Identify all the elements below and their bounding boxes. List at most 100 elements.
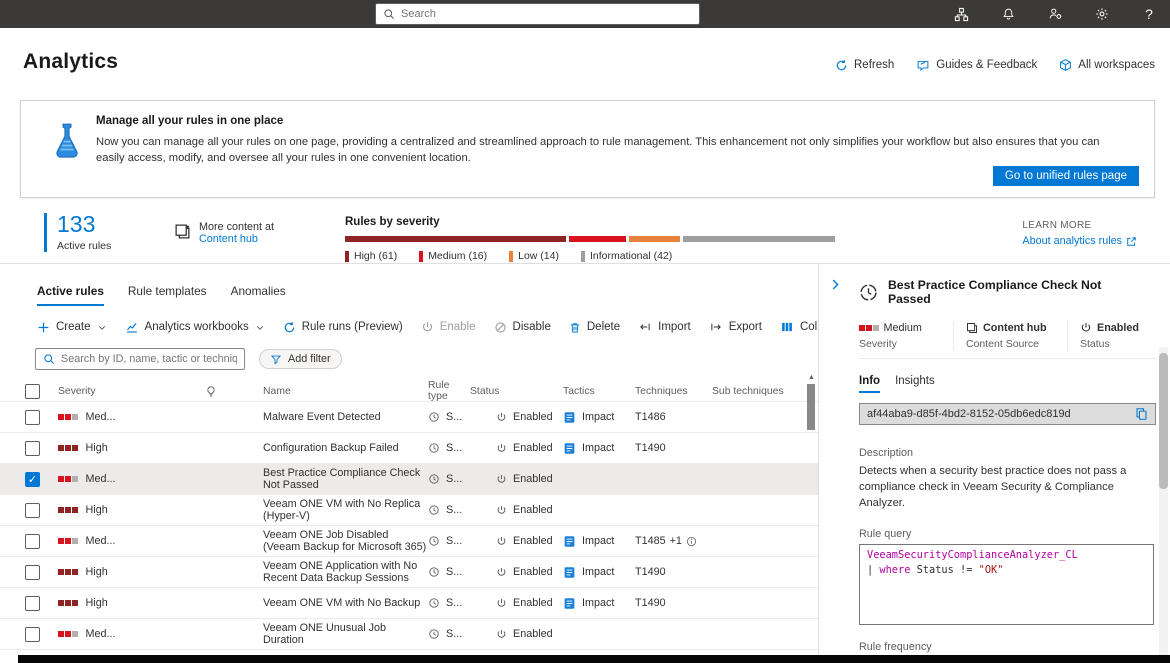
severity-bar [345, 236, 835, 242]
row-checkbox[interactable] [25, 564, 40, 580]
impact-tactic-icon [563, 535, 576, 548]
tab-rule-templates[interactable]: Rule templates [127, 284, 207, 298]
export-button[interactable]: Export [709, 321, 762, 333]
row-checkbox[interactable] [25, 409, 40, 425]
create-button[interactable]: Create [37, 321, 107, 334]
rule-runs-button[interactable]: Rule runs (Preview) [283, 321, 403, 334]
row-checkbox[interactable] [25, 595, 40, 611]
row-technique: T1486 [635, 411, 666, 423]
tab-anomalies[interactable]: Anomalies [230, 284, 286, 298]
help-icon[interactable]: ? [1145, 6, 1153, 22]
rule-runs-icon [283, 321, 296, 334]
rule-id-field[interactable]: af44aba9-d85f-4bd2-8152-05db6edc819d [859, 403, 1156, 425]
info-icon[interactable] [686, 536, 697, 547]
table-row[interactable]: ✓ Med... Best Practice Compliance Check … [0, 464, 818, 495]
row-rule-type: S... [428, 504, 470, 516]
power-icon [496, 598, 507, 609]
power-icon [421, 321, 434, 334]
tab-info[interactable]: Info [859, 375, 881, 393]
col-severity[interactable]: Severity [58, 385, 96, 397]
row-tactic: Impact [563, 535, 635, 548]
block-icon [494, 321, 507, 334]
settings-icon[interactable] [1089, 3, 1115, 25]
rule-detail-panel: Best Practice Compliance Check Not Passe… [818, 264, 1170, 663]
table-row[interactable]: High Configuration Backup Failed S... En… [0, 433, 818, 464]
rule-id-value: af44aba9-d85f-4bd2-8152-05db6edc819d [867, 408, 1071, 420]
tab-insights[interactable]: Insights [895, 375, 935, 387]
analytics-workbooks-button[interactable]: Analytics workbooks [125, 321, 265, 334]
all-workspaces-button[interactable]: All workspaces [1059, 58, 1155, 72]
col-sub-techniques[interactable]: Sub techniques [712, 385, 784, 397]
clock-icon [428, 535, 440, 547]
table-row[interactable]: Med... Veeam ONE Job Disabled (Veeam Bac… [0, 526, 818, 557]
panel-scrollbar[interactable] [1159, 347, 1168, 655]
table-scrollbar[interactable]: ▲ [807, 374, 816, 653]
clock-icon [428, 628, 440, 640]
disable-button[interactable]: Disable [494, 321, 551, 334]
directory-icon[interactable] [948, 3, 974, 25]
col-tactics[interactable]: Tactics [563, 385, 595, 397]
detail-cards: Medium Severity Content hub Content Sour… [859, 322, 1156, 359]
global-search[interactable] [375, 3, 700, 25]
scroll-up-arrow[interactable]: ▲ [808, 374, 815, 381]
content-source-card: Content hub Content Source [953, 322, 1067, 350]
panel-scroll-thumb[interactable] [1159, 353, 1168, 489]
row-checkbox[interactable] [25, 626, 40, 642]
row-status: Enabled [470, 473, 563, 485]
clock-icon [428, 473, 440, 485]
col-rule-type[interactable]: Rule type [428, 380, 450, 402]
chevron-right-icon[interactable] [828, 277, 842, 292]
severity-squares-icon [58, 414, 78, 420]
rule-query-box[interactable]: VeeamSecurityComplianceAnalyzer_CL | whe… [859, 543, 1154, 625]
select-all-checkbox[interactable] [25, 383, 40, 399]
rules-search-input[interactable] [61, 353, 237, 365]
severity-legend-item: Low (14) [509, 250, 559, 262]
about-analytics-rules-link[interactable]: About analytics rules [1022, 235, 1137, 247]
table-row[interactable]: High Veeam ONE VM with No Replica (Hyper… [0, 495, 818, 526]
scroll-thumb[interactable] [807, 384, 815, 430]
go-unified-rules-button[interactable]: Go to unified rules page [992, 166, 1139, 186]
col-techniques[interactable]: Techniques [635, 385, 688, 397]
severity-bar-segment [345, 236, 566, 242]
row-name[interactable]: Veeam ONE VM with No Backup [263, 597, 421, 609]
global-search-input[interactable] [401, 8, 692, 20]
feedback-icon [916, 59, 930, 72]
enable-button[interactable]: Enable [421, 321, 476, 334]
more-content-block: More content at Content hub [174, 221, 274, 245]
row-name[interactable]: Veeam ONE Application with No Recent Dat… [263, 560, 418, 584]
row-name[interactable]: Configuration Backup Failed [263, 442, 399, 454]
row-name[interactable]: Veeam ONE Job Disabled (Veeam Backup for… [263, 529, 427, 553]
table-row[interactable]: High Veeam ONE Application with No Recen… [0, 557, 818, 588]
add-filter-button[interactable]: Add filter [259, 349, 342, 369]
refresh-button[interactable]: Refresh [835, 58, 894, 72]
row-checkbox[interactable] [25, 533, 40, 549]
row-status: Enabled [470, 566, 563, 578]
row-name[interactable]: Best Practice Compliance Check Not Passe… [263, 467, 421, 491]
col-name[interactable]: Name [263, 385, 291, 397]
row-checkbox[interactable] [25, 440, 40, 456]
table-row[interactable]: Med... Veeam ONE Unusual Job Duration S.… [0, 619, 818, 650]
import-button[interactable]: Import [638, 321, 691, 333]
guides-feedback-button[interactable]: Guides & Feedback [916, 58, 1037, 72]
tab-active-rules[interactable]: Active rules [37, 284, 104, 306]
col-status[interactable]: Status [470, 385, 500, 397]
columns-button[interactable]: Columns [780, 321, 818, 333]
table-row[interactable]: Med... Malware Event Detected S... Enabl… [0, 402, 818, 433]
copy-icon[interactable] [1135, 407, 1148, 421]
row-status: Enabled [470, 504, 563, 516]
account-settings-icon[interactable] [1042, 3, 1068, 25]
rules-search[interactable] [35, 348, 245, 370]
row-name[interactable]: Veeam ONE VM with No Replica (Hyper-V) [263, 498, 421, 522]
row-checkbox[interactable]: ✓ [25, 471, 40, 487]
severity-squares-icon [58, 600, 78, 606]
row-name[interactable]: Veeam ONE Unusual Job Duration [263, 622, 387, 646]
table-row[interactable]: High Veeam ONE VM with No Backup S... En… [0, 588, 818, 619]
delete-button[interactable]: Delete [569, 321, 620, 334]
notifications-icon[interactable] [995, 3, 1021, 25]
rules-by-severity: Rules by severity High (61) Medium (16) Lo… [345, 216, 835, 262]
row-checkbox[interactable] [25, 502, 40, 518]
status-card: Enabled Status [1067, 322, 1153, 350]
content-hub-link[interactable]: Content hub [199, 233, 258, 245]
workbook-icon [125, 321, 139, 334]
row-name[interactable]: Malware Event Detected [263, 411, 381, 423]
